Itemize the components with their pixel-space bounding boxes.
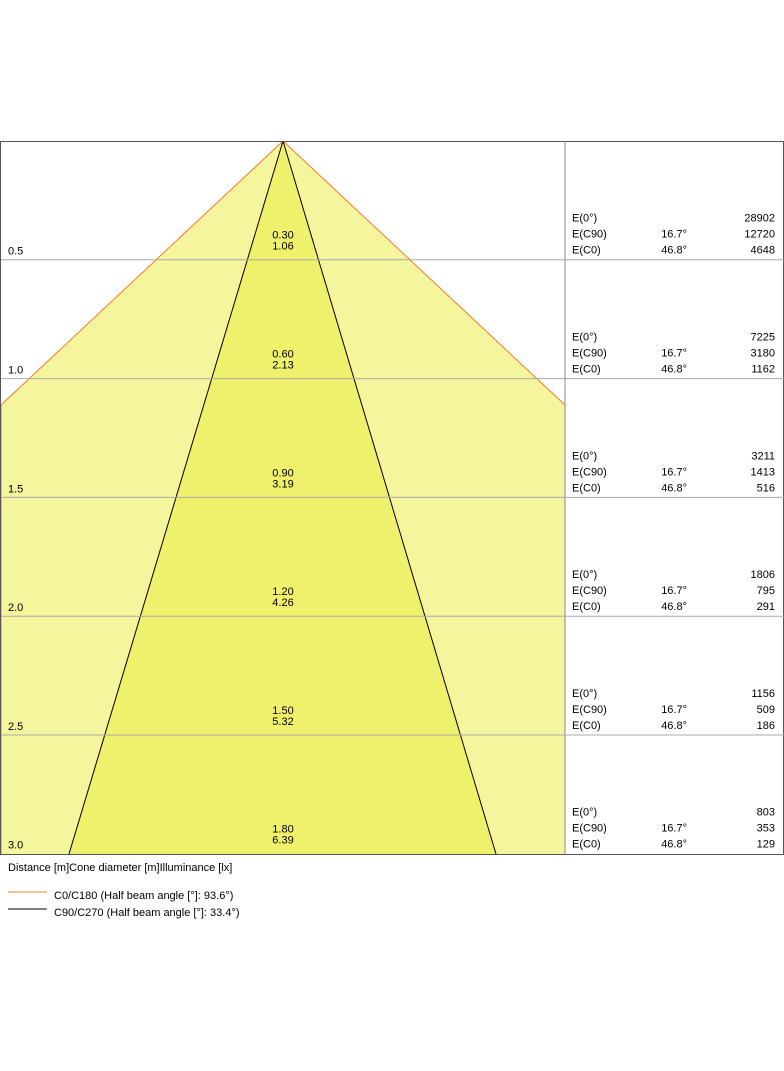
illuminance-label: E(C0) (572, 482, 601, 494)
angle: 16.7° (661, 229, 687, 241)
illuminance-label: E(0°) (572, 569, 597, 581)
illuminance-label: E(0°) (572, 450, 597, 462)
illuminance-value: 1806 (751, 569, 775, 581)
distance: 3.0 (8, 840, 23, 852)
diameter-c90: 0.30 (272, 230, 293, 242)
illuminance-label: E(C0) (572, 245, 601, 257)
illuminance-label: E(C90) (572, 823, 607, 835)
angle: 46.8° (661, 839, 687, 851)
distance: 1.0 (8, 365, 23, 377)
diameter-c0: 5.32 (272, 716, 293, 728)
angle: 46.8° (661, 364, 687, 376)
illuminance-label: E(0°) (572, 688, 597, 700)
illuminance-value: 7225 (751, 332, 775, 344)
legend-label: C0/C180 (Half beam angle [°]: 93.6°) (54, 890, 233, 902)
illuminance-label: E(C0) (572, 839, 601, 851)
diameter-c0: 6.39 (272, 835, 293, 847)
illuminance-value: 803 (757, 807, 775, 819)
diameter-c90: 0.60 (272, 349, 293, 361)
diameter-c90: 0.90 (272, 467, 293, 479)
c0-cone-edge (0, 140, 284, 406)
illuminance-label: E(C90) (572, 229, 607, 241)
illuminance-label: E(C0) (572, 720, 601, 732)
illuminance-value: 516 (757, 482, 775, 494)
illuminance-label: E(0°) (572, 332, 597, 344)
illuminance-label: E(C0) (572, 364, 601, 376)
distance: 1.5 (8, 483, 23, 495)
illuminance-label: E(C90) (572, 704, 607, 716)
illuminance-label: E(C90) (572, 585, 607, 597)
illuminance-value: 186 (757, 720, 775, 732)
illuminance-value: 353 (757, 823, 775, 835)
angle: 46.8° (661, 720, 687, 732)
illuminance-value: 3180 (751, 348, 775, 360)
illuminance-value: 129 (757, 839, 775, 851)
illuminance-value: 795 (757, 585, 775, 597)
diameter-c0: 3.19 (272, 478, 293, 490)
angle: 16.7° (661, 585, 687, 597)
diameter-c90: 1.50 (272, 705, 293, 717)
illuminance-value: 3211 (751, 450, 775, 462)
distance: 2.0 (8, 602, 23, 614)
illuminance-value: 291 (757, 601, 775, 613)
diameter-c0: 1.06 (272, 241, 293, 253)
illuminance-value: 1413 (751, 466, 775, 478)
angle: 46.8° (661, 601, 687, 613)
distance: 0.5 (8, 246, 23, 258)
illuminance-label: E(0°) (572, 213, 597, 225)
illuminance-label: E(C0) (572, 601, 601, 613)
angle: 46.8° (661, 482, 687, 494)
c0-cone-edge (282, 140, 566, 406)
illuminance-value: 4648 (751, 245, 775, 257)
angle: 16.7° (661, 704, 687, 716)
illuminance-value: 1156 (751, 688, 775, 700)
distance: 2.5 (8, 721, 23, 733)
illuminance-value: 509 (757, 704, 775, 716)
illuminance-label: E(C90) (572, 466, 607, 478)
illuminance-value: 12720 (744, 229, 775, 241)
angle: 16.7° (661, 466, 687, 478)
diameter-c0: 2.13 (272, 360, 293, 372)
illuminance-label: E(C90) (572, 348, 607, 360)
caption: Distance [m]Cone diameter [m]Illuminance… (8, 862, 232, 874)
legend-label: C90/C270 (Half beam angle [°]: 33.4°) (54, 907, 240, 919)
diameter-c0: 4.26 (272, 597, 293, 609)
diameter-c90: 1.20 (272, 586, 293, 598)
illuminance-label: E(0°) (572, 807, 597, 819)
illuminance-value: 28902 (744, 213, 775, 225)
angle: 16.7° (661, 348, 687, 360)
diameter-c90: 1.80 (272, 824, 293, 836)
angle: 46.8° (661, 245, 687, 257)
angle: 16.7° (661, 823, 687, 835)
illuminance-value: 1162 (751, 364, 775, 376)
